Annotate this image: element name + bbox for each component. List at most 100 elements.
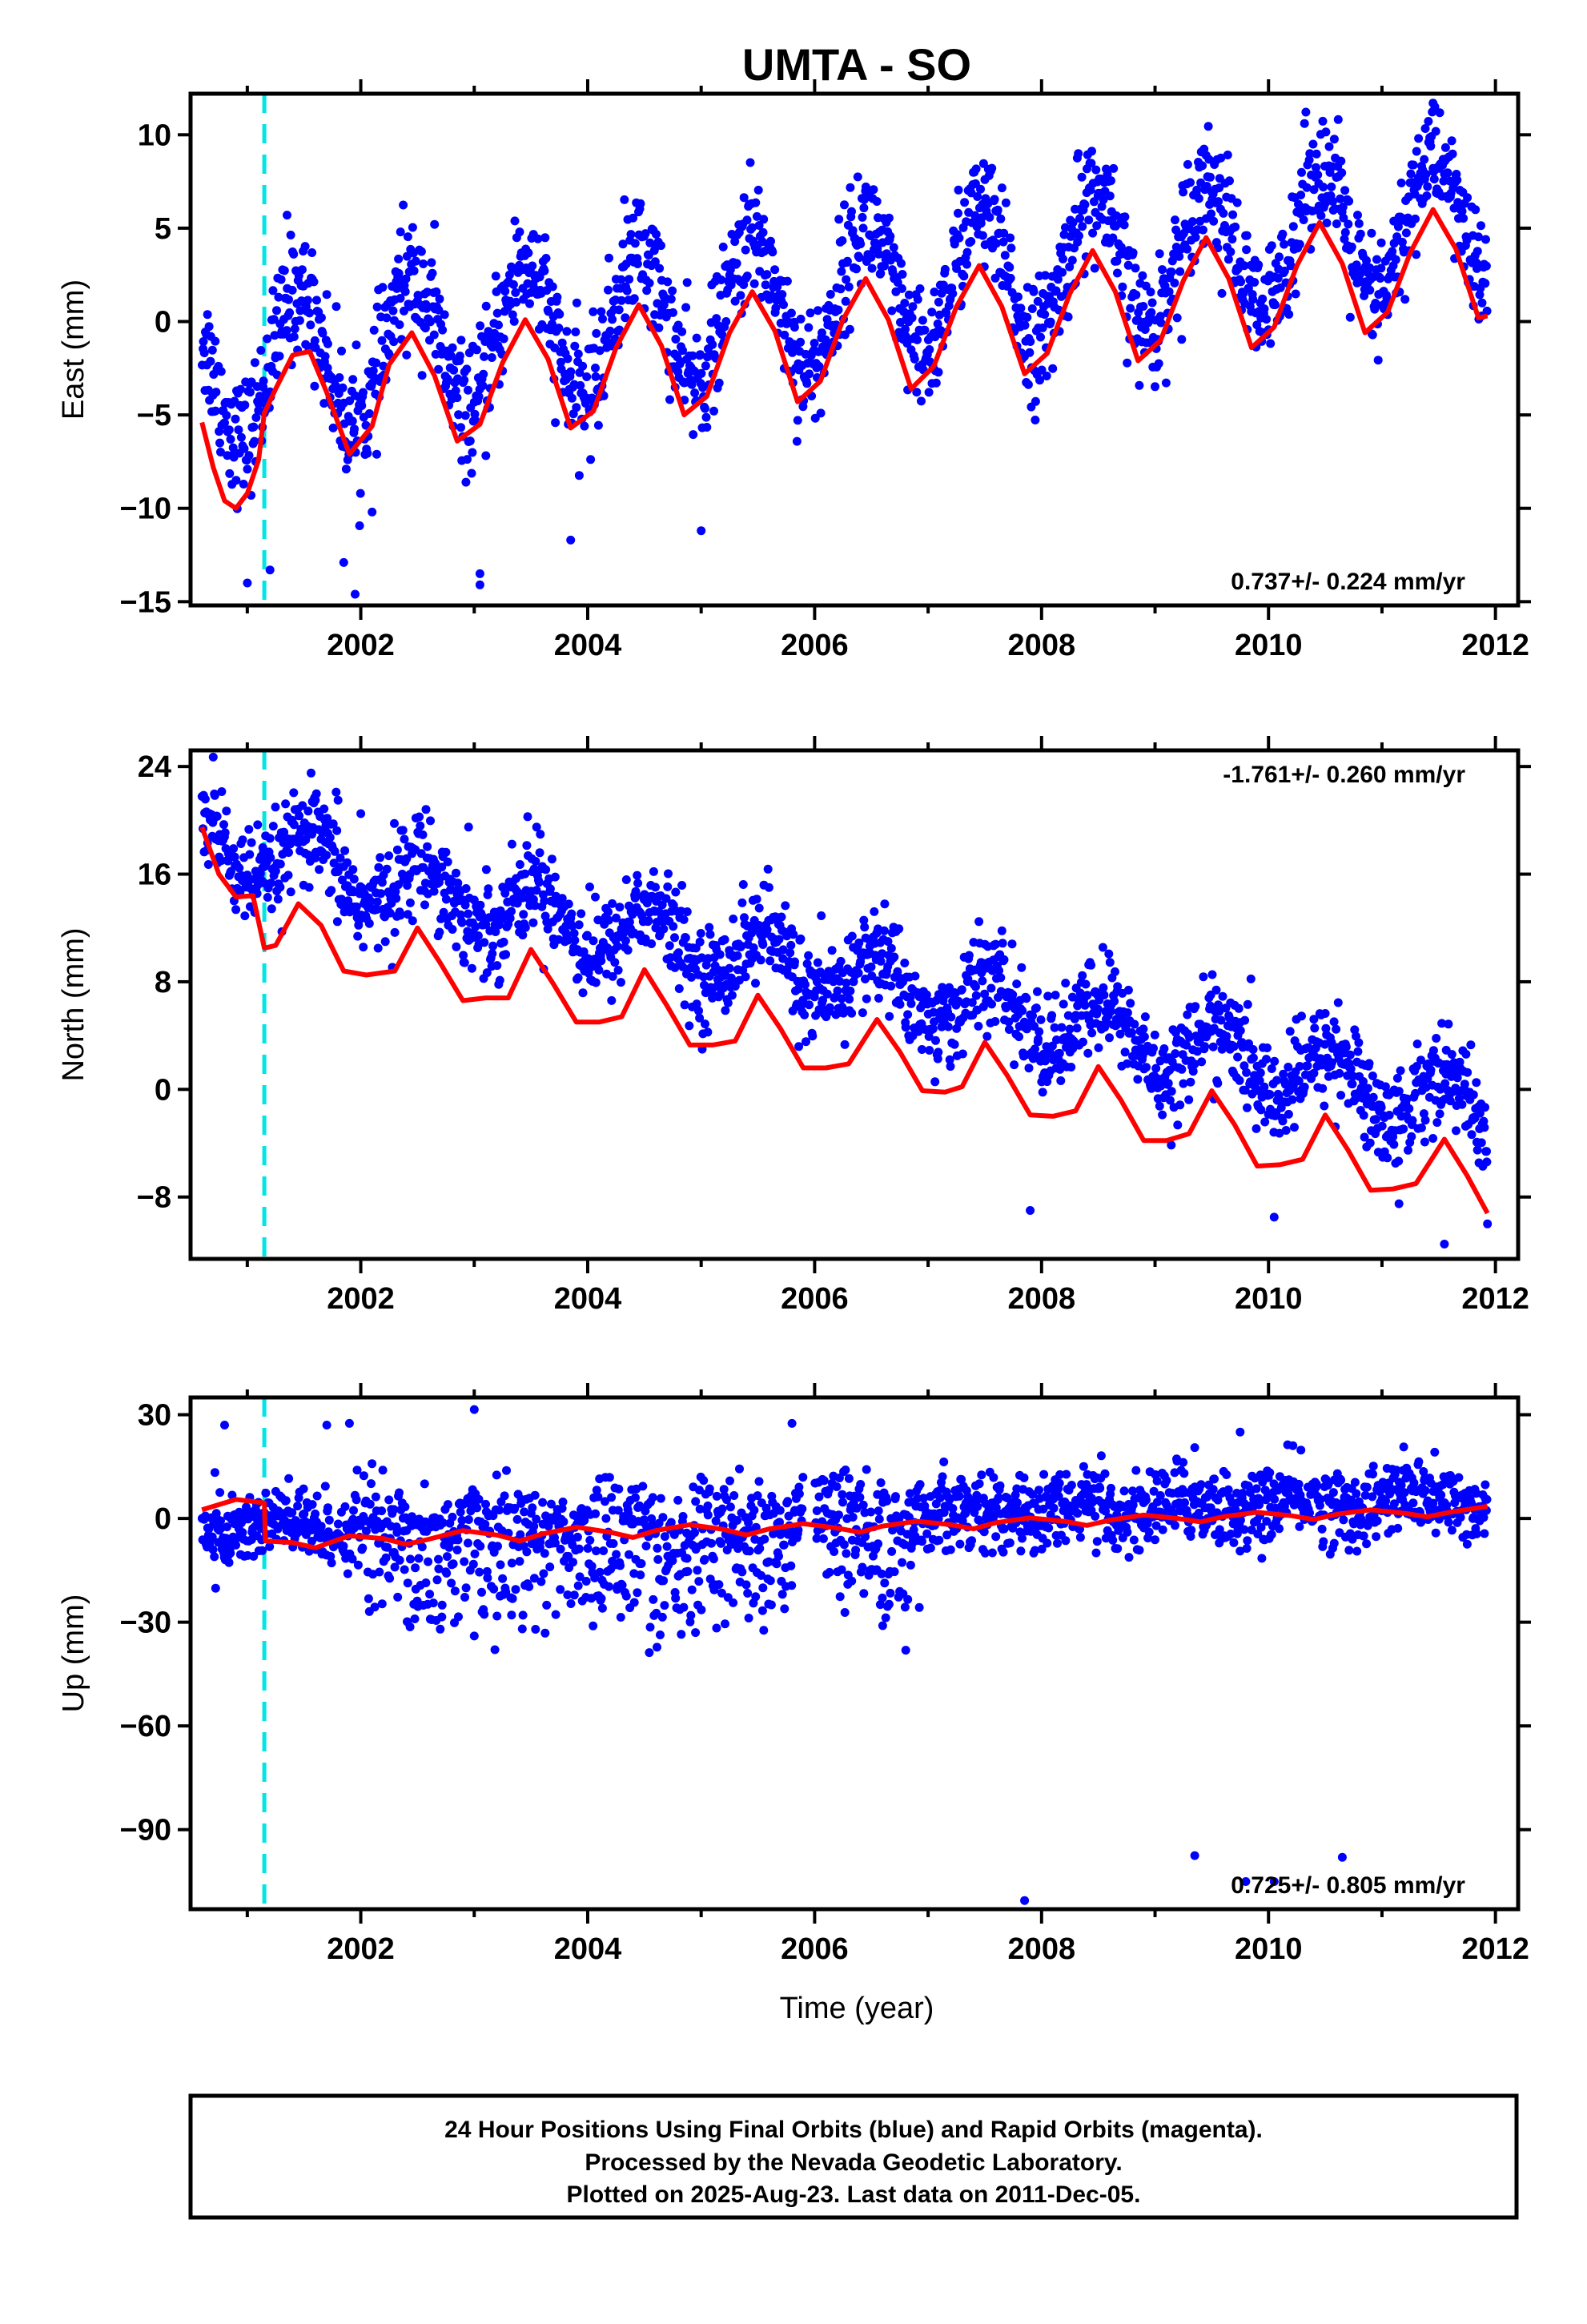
y-tick-label: −10	[120, 493, 171, 526]
data-point	[371, 1492, 380, 1502]
data-point	[1183, 1010, 1192, 1019]
data-point	[626, 230, 636, 239]
data-point	[399, 200, 408, 210]
x-tick-label: 2002	[327, 629, 395, 662]
data-point	[548, 320, 556, 329]
data-point	[460, 900, 470, 910]
data-point	[700, 1554, 709, 1564]
outlier-point	[515, 227, 524, 237]
data-point	[663, 277, 673, 287]
data-point	[962, 247, 972, 257]
data-point	[1416, 1055, 1425, 1065]
data-point	[1140, 1012, 1150, 1022]
data-point	[780, 1604, 789, 1614]
data-point	[1294, 1076, 1304, 1086]
data-point	[893, 278, 902, 287]
data-point	[1105, 191, 1115, 201]
data-point	[1186, 178, 1195, 187]
data-point	[239, 480, 248, 489]
data-point	[1428, 1046, 1438, 1055]
data-point	[653, 1554, 663, 1564]
data-point	[814, 1492, 824, 1502]
data-point	[500, 287, 510, 296]
data-point	[1278, 1116, 1288, 1126]
data-point	[817, 911, 826, 920]
data-point	[1240, 1085, 1250, 1095]
data-point	[798, 1473, 808, 1482]
data-point	[1271, 300, 1280, 310]
data-point	[533, 234, 543, 243]
data-point	[1061, 979, 1071, 988]
data-point	[225, 468, 235, 478]
data-point	[303, 296, 312, 305]
data-point	[1232, 198, 1242, 207]
data-point	[1263, 1043, 1272, 1052]
data-point	[839, 1540, 849, 1550]
data-point	[974, 917, 984, 927]
data-point	[781, 901, 790, 911]
data-point	[384, 851, 394, 861]
data-point	[751, 1592, 761, 1602]
data-point	[392, 1528, 402, 1537]
data-point	[856, 1480, 866, 1489]
data-point	[1329, 1017, 1339, 1027]
data-point	[714, 1580, 724, 1590]
data-point	[1051, 991, 1060, 1000]
data-point	[793, 416, 802, 425]
data-point	[528, 1503, 537, 1513]
data-point	[760, 1534, 769, 1544]
data-point	[655, 263, 665, 273]
data-point	[832, 1482, 842, 1491]
data-point	[872, 197, 882, 206]
data-point	[887, 1546, 897, 1556]
data-point	[855, 1493, 865, 1502]
data-point	[866, 252, 876, 262]
data-point	[1463, 1068, 1472, 1077]
data-point	[403, 910, 412, 919]
data-point	[336, 895, 346, 904]
data-point	[835, 1592, 845, 1602]
data-point	[834, 1510, 843, 1520]
outlier-point	[243, 578, 252, 588]
data-point	[406, 1554, 415, 1564]
data-point	[1142, 1063, 1151, 1072]
data-point	[1457, 1100, 1467, 1109]
data-point	[1318, 1084, 1328, 1093]
data-point	[593, 915, 603, 925]
data-point	[1313, 170, 1323, 179]
data-point	[773, 282, 782, 292]
data-point	[629, 294, 639, 304]
data-point	[1336, 156, 1346, 166]
data-point	[352, 1495, 361, 1505]
data-point	[230, 852, 239, 862]
data-point	[582, 372, 592, 381]
data-point	[987, 163, 997, 173]
data-point	[1139, 1032, 1149, 1042]
data-point	[834, 305, 843, 315]
data-point	[595, 1567, 605, 1577]
data-point	[1014, 292, 1023, 302]
panel-frame	[188, 91, 1521, 608]
data-point	[1477, 221, 1485, 231]
data-point	[1321, 127, 1331, 137]
data-point	[468, 1559, 478, 1569]
data-point	[1214, 1000, 1223, 1010]
data-point	[908, 302, 918, 312]
data-point	[226, 435, 235, 444]
data-point	[460, 1557, 469, 1566]
data-point	[1227, 235, 1237, 244]
data-point	[980, 989, 990, 999]
data-point	[507, 1610, 516, 1620]
data-point	[882, 1496, 892, 1506]
data-point	[621, 875, 631, 884]
data-point	[372, 449, 381, 459]
data-point	[258, 1546, 267, 1555]
data-point	[1419, 1109, 1428, 1119]
data-point	[492, 961, 502, 971]
data-point	[901, 1023, 910, 1032]
data-point	[341, 464, 351, 474]
data-point	[874, 1514, 884, 1524]
data-point	[654, 323, 664, 332]
data-point	[852, 264, 861, 274]
data-point	[207, 1532, 217, 1542]
